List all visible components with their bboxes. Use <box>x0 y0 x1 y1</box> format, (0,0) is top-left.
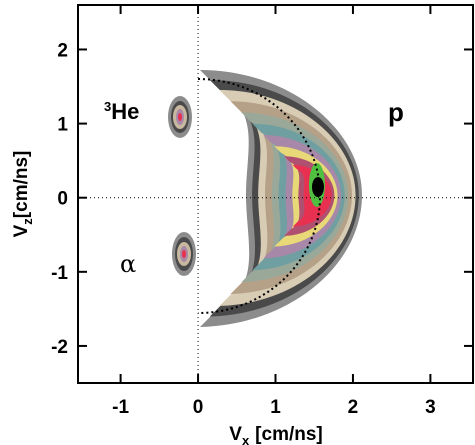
x-tick-label: 1 <box>270 397 281 418</box>
x-axis-label: Vx [cm/ns] <box>229 424 323 445</box>
x-tick-label: -1 <box>112 397 129 418</box>
y-axis-label: Vz[cm/ns] <box>11 151 35 238</box>
annotation: p <box>388 97 404 127</box>
y-tick-label: -2 <box>51 337 68 358</box>
y-tick-label: 2 <box>57 40 68 61</box>
x-tick-label: 0 <box>193 397 204 418</box>
contour-p <box>200 70 362 327</box>
contour-he3 <box>168 96 192 138</box>
annotation: 3He <box>104 99 139 124</box>
annotation: α <box>120 250 136 278</box>
x-tick-label: 3 <box>425 397 436 418</box>
y-tick-label: -1 <box>51 263 68 284</box>
y-tick-label: 1 <box>57 115 68 136</box>
contour-alpha <box>172 232 196 276</box>
y-tick-label: 0 <box>57 189 68 210</box>
x-tick-label: 2 <box>348 397 359 418</box>
